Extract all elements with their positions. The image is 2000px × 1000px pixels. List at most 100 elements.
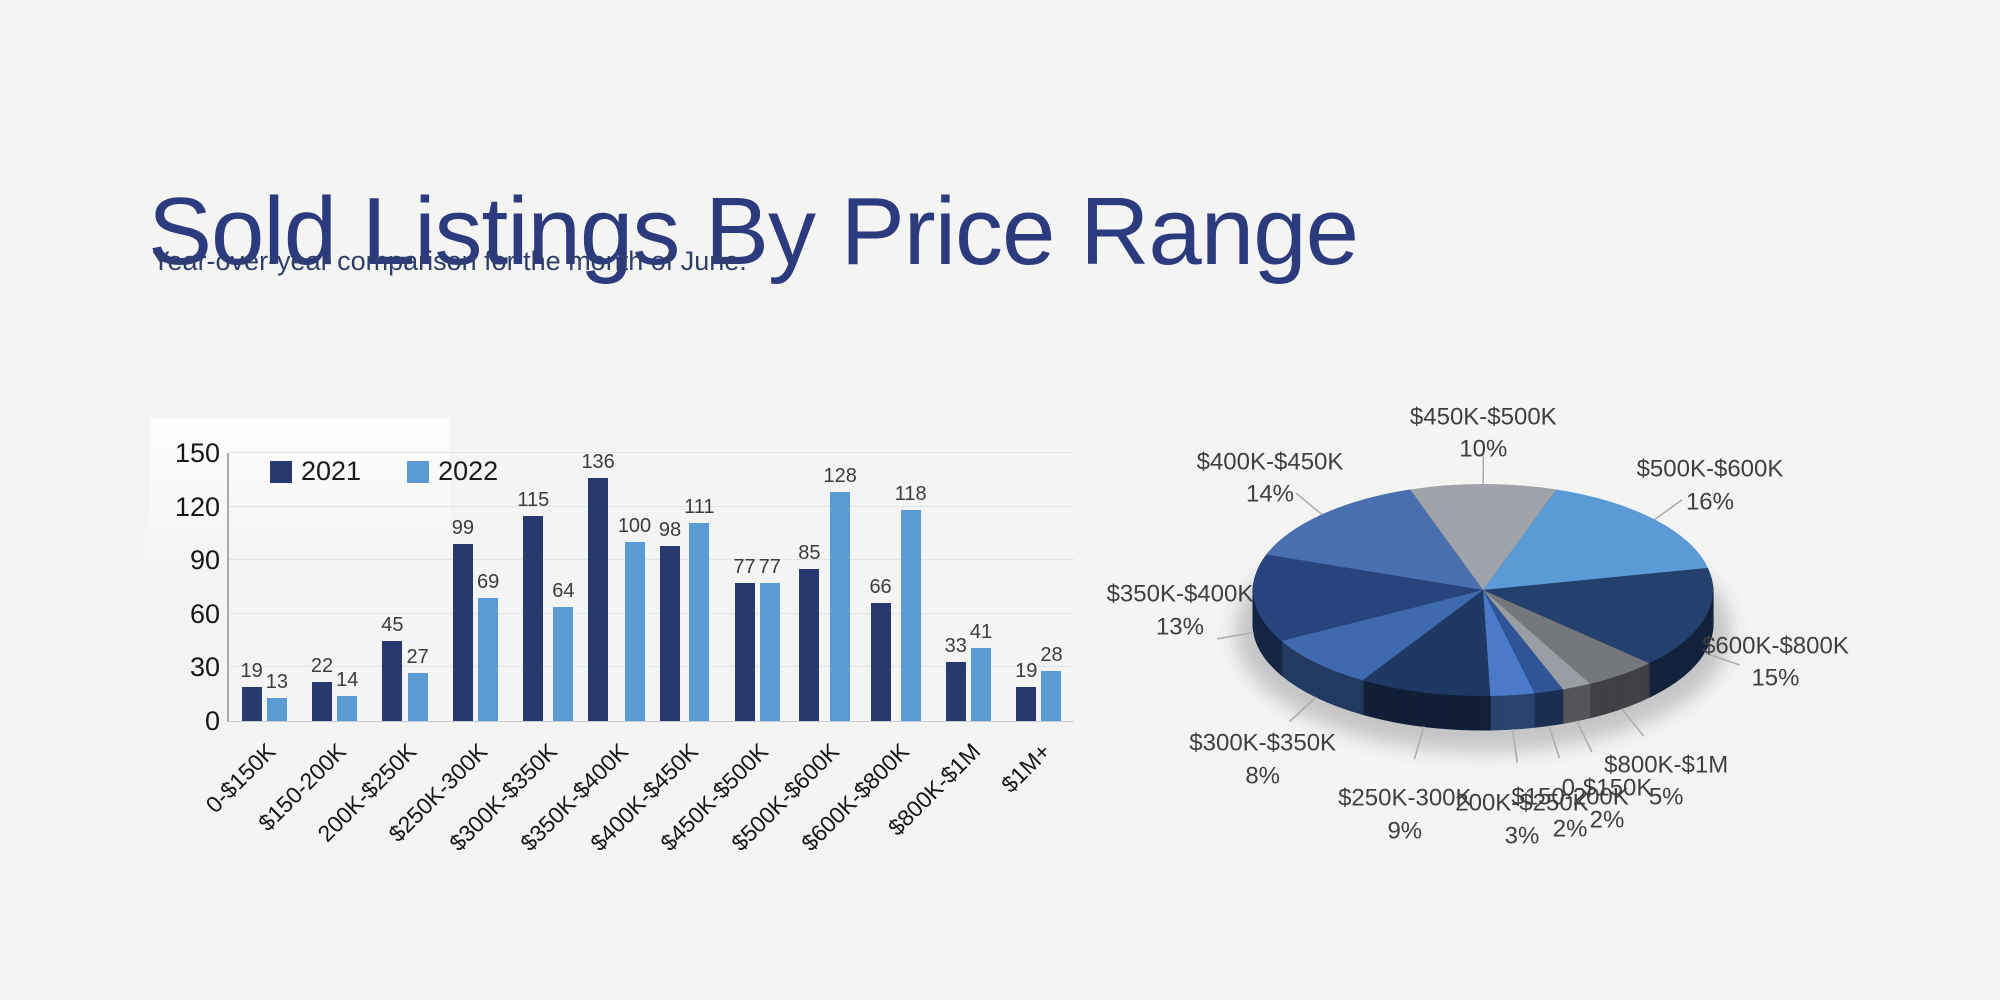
bar-value-label: 19	[240, 660, 263, 683]
bar-group: 85 128	[792, 453, 862, 721]
legend-item-2021: 2021	[270, 456, 361, 487]
bar-chart-legend: 2021 2022	[270, 456, 498, 487]
bar-2022	[478, 597, 499, 721]
bar-chart: 2021 2022 0 30 60 90 120 150 19 13 22 14 45 27 99 69 1…	[175, 430, 1160, 880]
pie-slice	[1410, 483, 1557, 590]
bar-2021	[734, 583, 755, 721]
x-axis-label: $1M+	[995, 738, 1056, 798]
legend-label: 2022	[438, 456, 499, 486]
gridline	[229, 612, 1074, 614]
bar-value-label: 13	[265, 670, 288, 693]
bar-value-label: 115	[517, 488, 550, 511]
bar-value-label: 66	[869, 576, 892, 599]
bar-column-2022: 41	[970, 621, 992, 721]
pie-leader-line	[1654, 499, 1683, 521]
bar-value-label: 64	[552, 579, 575, 602]
gridline	[229, 452, 1074, 453]
legend-swatch	[270, 460, 292, 483]
pie-leader-line	[1216, 631, 1254, 640]
bar-column-2022: 100	[618, 515, 651, 721]
x-axis-labels: 0-$150K $150-200K 200K-$250K $250K-300K $300…	[201, 724, 1072, 864]
bar-value-label: 45	[381, 613, 404, 636]
pie-chart: $450K-$500K 10% $500K-$600K 16% $600K-$800K 1…	[1090, 400, 1970, 880]
bar-column-2021: 98	[659, 519, 681, 721]
legend-swatch	[407, 460, 430, 483]
bar-column-2022: 128	[824, 465, 857, 721]
pie-slice	[1483, 489, 1708, 590]
bar-value-label: 111	[684, 495, 715, 518]
bar-2021	[945, 662, 966, 721]
bar-column-2022: 69	[477, 571, 499, 721]
bar-value-label: 77	[758, 556, 781, 579]
bar-2022	[624, 542, 645, 721]
bar-group: 45 27	[370, 453, 440, 721]
bar-column-2021: 136	[581, 451, 615, 721]
bar-value-label: 118	[894, 483, 927, 506]
bar-column-2021: 85	[798, 542, 821, 721]
bar-value-label: 28	[1040, 643, 1063, 666]
bar-2021	[241, 687, 262, 721]
bar-group: 77 77	[722, 453, 792, 721]
y-axis-labels: 0 30 60 90 120 150	[175, 438, 220, 736]
bar-column-2021: 19	[1015, 660, 1037, 721]
pie-slice	[1483, 590, 1535, 696]
bar-group: 66 118	[863, 453, 933, 721]
bar-2022	[266, 697, 287, 721]
bar-column-2021: 115	[517, 489, 549, 721]
bar-value-label: 22	[310, 654, 334, 677]
bar-group: 98 111	[652, 453, 722, 721]
bar-2022	[553, 606, 574, 721]
pie-leader-line	[1548, 725, 1561, 759]
bar-group: 115 64	[511, 453, 581, 721]
y-axis-tick-label: 0	[204, 706, 220, 736]
bar-column-2022: 111	[684, 495, 715, 721]
bar-column-2022: 13	[266, 671, 288, 721]
bar-2022	[689, 522, 710, 721]
bar-2021	[588, 478, 609, 721]
bar-column-2022: 28	[1040, 643, 1063, 721]
bar-value-label: 14	[336, 669, 359, 691]
bar-2021	[1016, 687, 1037, 721]
bar-column-2021: 33	[945, 635, 967, 721]
bar-plot-area: 19 13 22 14 45 27 99 69 115 64 136 100 98 111 77 77 85 12…	[227, 451, 1074, 722]
bar-value-label: 136	[581, 451, 615, 474]
bar-column-2022: 64	[552, 580, 574, 721]
bar-column-2021: 66	[869, 576, 892, 721]
bar-value-label: 33	[944, 635, 967, 658]
bar-2021	[660, 545, 681, 721]
bar-value-label: 77	[733, 556, 756, 579]
bar-value-label: 99	[451, 517, 474, 540]
bar-2022	[900, 510, 921, 721]
bar-2021	[382, 640, 403, 721]
bar-groups: 19 13 22 14 45 27 99 69 115 64 136 100 98 111 77 77 85 12…	[229, 451, 1074, 721]
bar-value-label: 100	[617, 515, 652, 538]
bar-value-label: 41	[969, 620, 993, 643]
gridline	[229, 666, 1074, 668]
bar-2021	[870, 603, 891, 721]
bar-2022	[759, 583, 780, 721]
bar-column-2021: 19	[240, 660, 263, 721]
bar-value-label: 98	[658, 518, 682, 541]
bar-value-label: 85	[798, 542, 821, 565]
bar-group: 136 100	[581, 451, 651, 721]
bar-group: 33 41	[933, 453, 1003, 721]
x-axis-slot: $800K-$1M	[882, 724, 1001, 864]
page-title: Sold Listings By Price Range	[148, 178, 1359, 286]
bar-2021	[523, 515, 544, 721]
bar-2022	[971, 647, 992, 721]
legend-item-2022: 2022	[407, 456, 498, 487]
pie-leader-line	[1289, 696, 1317, 723]
bar-group: 22 14	[299, 453, 369, 721]
bar-column-2021: 45	[381, 613, 404, 721]
y-axis-tick-label: 90	[189, 545, 220, 576]
bar-2022	[407, 672, 428, 721]
bar-column-2022: 118	[895, 483, 927, 721]
bar-2022	[337, 696, 358, 721]
pie-leader-line	[1295, 492, 1323, 516]
bar-2021	[799, 569, 820, 721]
bar-column-2021: 99	[452, 517, 474, 721]
pie-slice	[1483, 590, 1650, 684]
bar-column-2021: 77	[733, 556, 756, 721]
pie-slice	[1362, 590, 1491, 697]
